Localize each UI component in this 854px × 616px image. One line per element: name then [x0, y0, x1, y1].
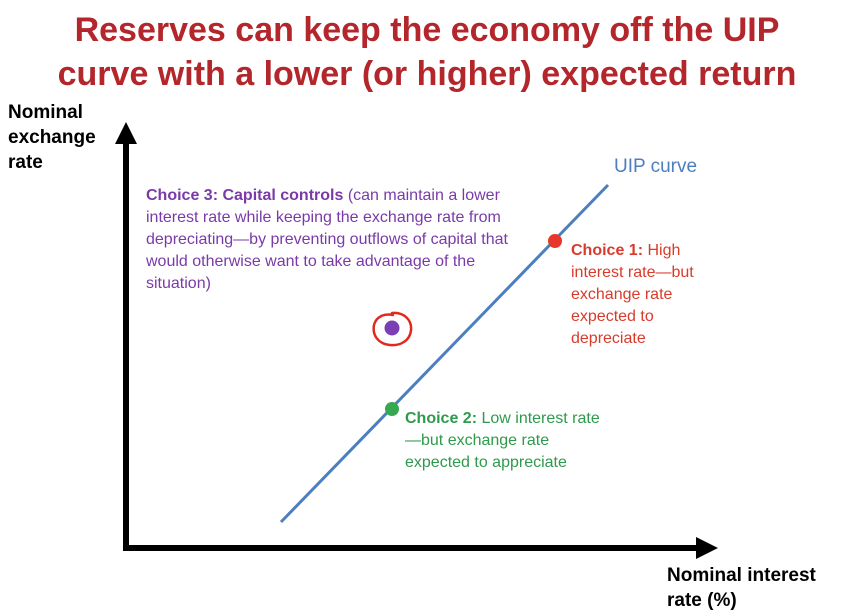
- title-line-1: Reserves can keep the economy off the UI…: [74, 11, 780, 49]
- choice-2-point: [385, 402, 399, 416]
- choice-3-highlight-circle: [372, 311, 413, 347]
- x-axis-label-line-2: rate (%): [667, 590, 737, 611]
- page-title: Reserves can keep the economy off the UI…: [0, 8, 854, 96]
- choice-1-note: Choice 1: High interest rate—but exchang…: [571, 240, 731, 350]
- y-axis-label-line-2: exchange: [8, 127, 96, 148]
- choice-2-text: Low interest rate—but exchange rate expe…: [405, 410, 600, 471]
- choice-3-heading: Choice 3: Capital controls: [146, 187, 344, 204]
- x-axis-label: Nominal interest rate (%): [667, 563, 852, 613]
- x-axis-arrowhead: [696, 537, 718, 559]
- choice-1-point: [548, 234, 562, 248]
- title-line-2: curve with a lower (or higher) expected …: [57, 55, 797, 93]
- y-axis-label-line-1: Nominal: [8, 102, 83, 123]
- y-axis-arrowhead: [115, 122, 137, 144]
- choice-1-text: High interest rate—but exchange rate exp…: [571, 242, 694, 347]
- uip-curve-label: UIP curve: [614, 156, 698, 177]
- y-axis-label: Nominal exchange rate: [8, 100, 118, 175]
- choice-3-point: [384, 320, 400, 336]
- choice-1-heading: Choice 1:: [571, 242, 644, 259]
- choice-2-heading: Choice 2:: [405, 410, 478, 427]
- x-axis-label-line-1: Nominal interest: [667, 565, 816, 586]
- choice-3-text: (can maintain a lower interest rate whil…: [146, 187, 508, 292]
- choice-3-note: Choice 3: Capital controls (can maintain…: [146, 185, 541, 295]
- y-axis-label-line-3: rate: [8, 152, 43, 173]
- choice-2-note: Choice 2: Low interest rate—but exchange…: [405, 408, 605, 474]
